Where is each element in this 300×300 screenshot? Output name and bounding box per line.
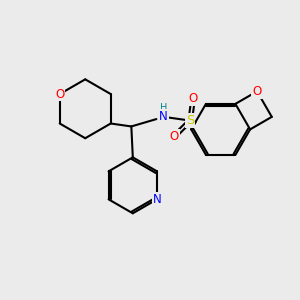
Text: O: O [169, 130, 179, 143]
Text: O: O [55, 88, 64, 100]
Text: S: S [186, 114, 194, 127]
Text: N: N [159, 110, 168, 123]
Text: N: N [153, 193, 161, 206]
Text: O: O [252, 85, 262, 98]
Text: O: O [188, 92, 198, 105]
Text: H: H [160, 103, 167, 113]
